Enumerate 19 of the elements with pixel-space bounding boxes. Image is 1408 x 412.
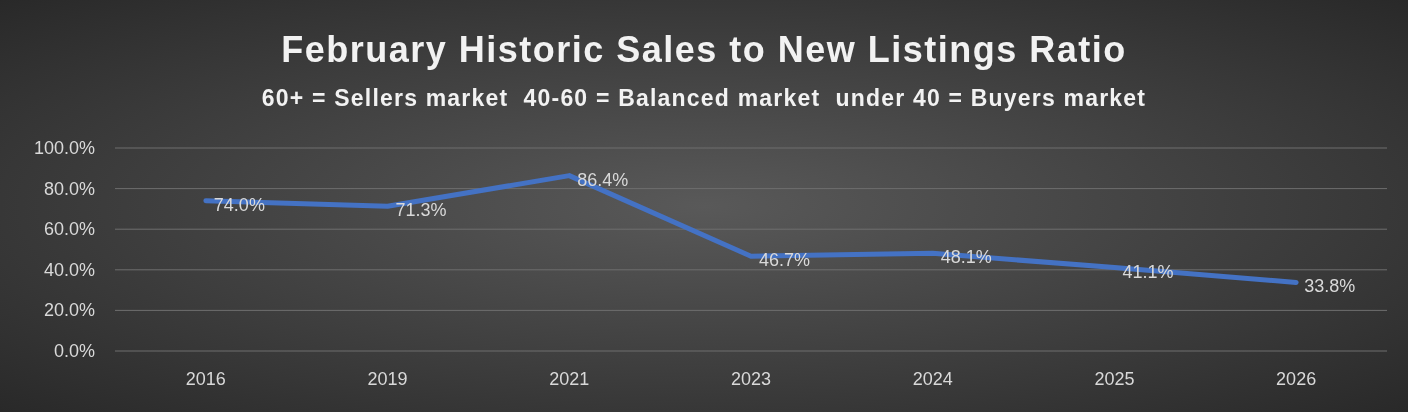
x-tick-label: 2021 [549, 369, 590, 389]
x-tick-label: 2016 [185, 369, 226, 389]
y-tick-label: 0.0% [53, 341, 95, 361]
data-label: 33.8% [1304, 276, 1356, 297]
y-tick-label: 20.0% [43, 300, 95, 321]
y-tick-label: 60.0% [43, 219, 95, 240]
chart-title: February Historic Sales to New Listings Ratio [281, 29, 1127, 70]
y-tick-label: 100.0% [33, 138, 95, 158]
x-tick-label: 2024 [912, 369, 953, 389]
data-label: 86.4% [577, 169, 629, 190]
x-tick-label: 2026 [1276, 369, 1317, 389]
x-tick-label: 2025 [1094, 369, 1135, 389]
x-tick-label: 2019 [367, 369, 408, 389]
y-tick-label: 40.0% [43, 259, 95, 280]
x-tick-label: 2023 [730, 369, 772, 389]
data-label: 71.3% [395, 200, 447, 221]
y-tick-label: 80.0% [43, 178, 95, 199]
data-label: 41.1% [1122, 261, 1174, 282]
chart-subtitle: 60+ = Sellers market 40-60 = Balanced market under 40 = Buyers market [261, 85, 1147, 111]
